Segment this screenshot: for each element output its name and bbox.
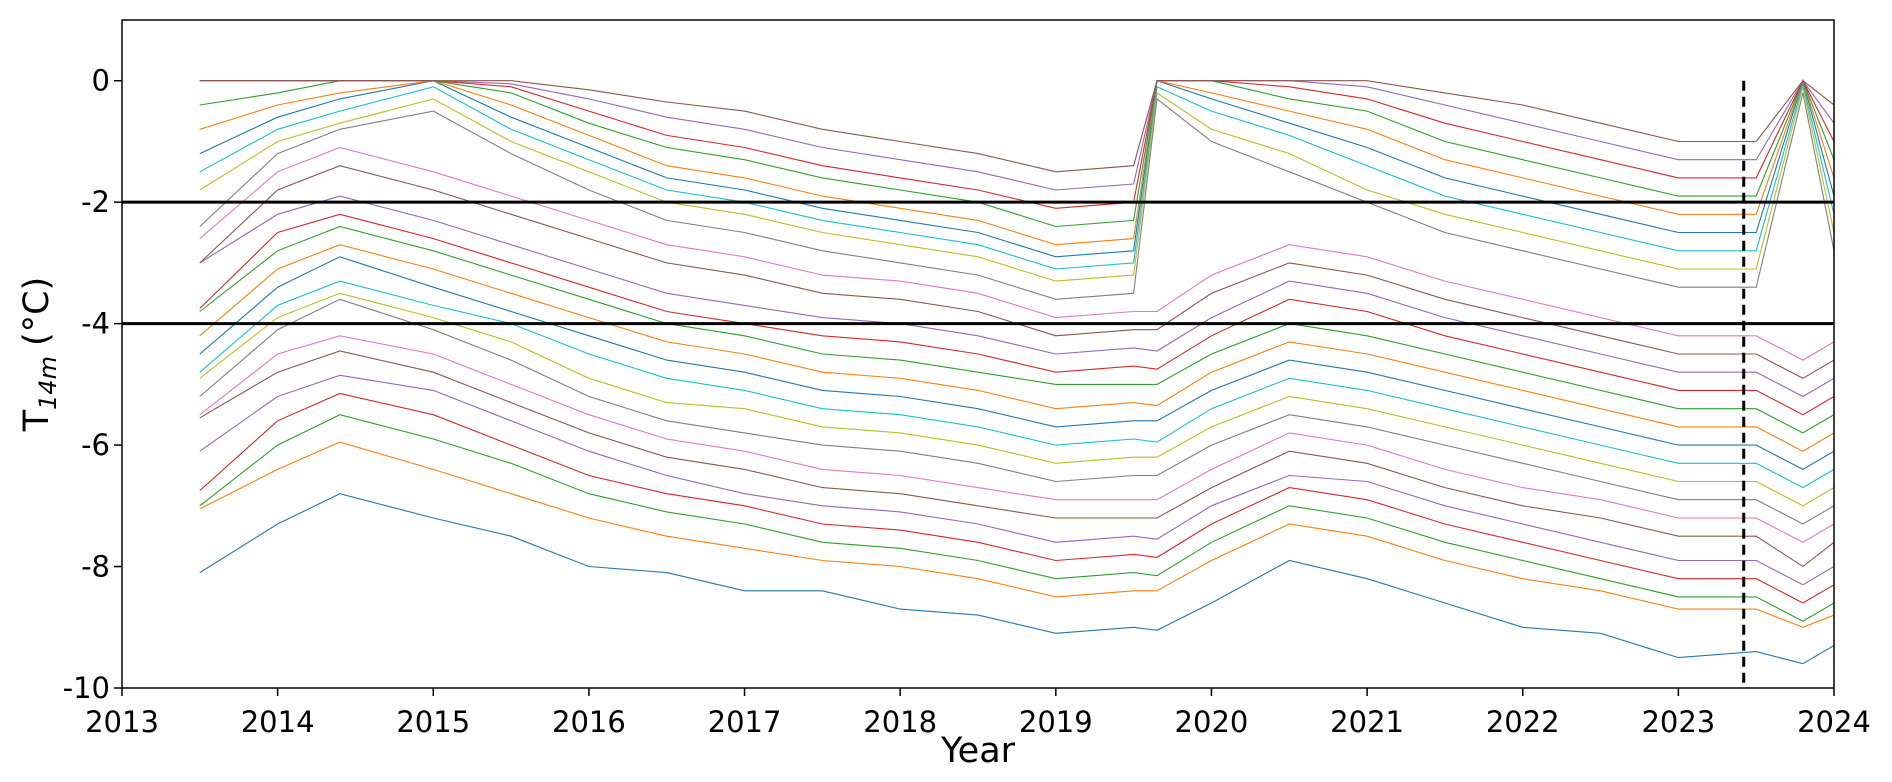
series-line-3	[199, 414, 1834, 622]
y-axis-title-sub: 14m	[34, 356, 62, 410]
series-line-18	[199, 92, 1834, 300]
series-line-20	[199, 81, 1834, 270]
x-tick-label-2015: 2015	[396, 705, 470, 739]
y-tick-label--2: -2	[81, 185, 110, 219]
series-line-2	[199, 441, 1834, 628]
series-line-8	[199, 298, 1834, 525]
series-line-21	[199, 78, 1834, 258]
x-axis: 2013 2014 2015 2016 2017 2018 2019 2020 2021 2022…	[85, 688, 1871, 739]
y-axis-title-main: T	[17, 409, 57, 432]
y-tick-label--8: -8	[81, 550, 110, 584]
reference-lines	[122, 80, 1834, 688]
y-axis: 0 -2 -4 -6 -8 -10	[63, 64, 122, 705]
y-tick-label-0: 0	[92, 64, 110, 98]
x-tick-label-2021: 2021	[1330, 705, 1404, 739]
x-tick-label-2018: 2018	[863, 705, 937, 739]
series-line-25	[199, 79, 1834, 191]
x-tick-label-2020: 2020	[1175, 705, 1249, 739]
y-tick-label--10: -10	[63, 671, 110, 705]
y-tick-label--6: -6	[81, 428, 110, 462]
x-tick-label-2016: 2016	[552, 705, 626, 739]
series-line-13	[199, 225, 1834, 434]
x-tick-label-2019: 2019	[1019, 705, 1093, 739]
x-tick-label-2014: 2014	[241, 705, 315, 739]
series-line-4	[199, 392, 1834, 604]
y-tick-label--4: -4	[81, 307, 110, 341]
series-line-11	[199, 256, 1834, 471]
series-line-17	[199, 146, 1834, 361]
x-tick-label-2024: 2024	[1797, 705, 1871, 739]
series-line-5	[199, 374, 1834, 586]
series-line-9	[199, 292, 1834, 507]
series-line-14	[199, 213, 1834, 416]
series-line-1	[199, 493, 1834, 665]
series-layer	[199, 78, 1834, 665]
x-axis-title: Year	[940, 731, 1016, 771]
y-axis-title: T14m (°C)	[17, 277, 62, 433]
x-tick-label-2013: 2013	[85, 705, 159, 739]
series-line-10	[199, 280, 1834, 489]
series-line-26	[199, 79, 1834, 173]
series-line-6	[199, 350, 1834, 568]
x-tick-label-2017: 2017	[708, 705, 782, 739]
x-tick-label-2023: 2023	[1641, 705, 1715, 739]
series-line-19	[199, 86, 1834, 282]
series-line-16	[199, 165, 1834, 379]
series-line-24	[199, 79, 1834, 209]
series-line-7	[199, 335, 1834, 543]
plot-frame	[121, 19, 1835, 689]
series-line-23	[199, 79, 1834, 228]
y-axis-title-unit: (°C)	[17, 277, 57, 346]
series-line-15	[199, 195, 1834, 398]
series-line-12	[199, 244, 1834, 452]
series-line-22	[199, 78, 1834, 246]
x-tick-label-2022: 2022	[1486, 705, 1560, 739]
